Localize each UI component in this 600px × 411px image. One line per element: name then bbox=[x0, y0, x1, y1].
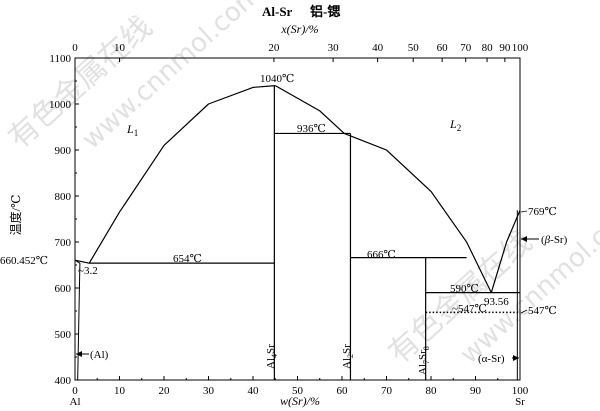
arrow-beta-sr-head bbox=[521, 236, 527, 242]
label-1040: 1040℃ bbox=[260, 73, 294, 85]
liquidus-sr-side bbox=[490, 210, 521, 293]
al2sr-tail: Sr bbox=[341, 344, 353, 354]
label-769: 769℃ bbox=[528, 206, 557, 218]
top-tick-label: 70 bbox=[460, 42, 472, 54]
label-al2sr: Al2Sr bbox=[341, 344, 355, 369]
phase-lines bbox=[74, 85, 539, 381]
x-tick-label: 10 bbox=[114, 385, 126, 397]
label-l1-sub: 1 bbox=[134, 128, 139, 138]
x-tick-label: 70 bbox=[381, 385, 393, 397]
top-tick-label: 80 bbox=[482, 42, 494, 54]
y-tick-label: 500 bbox=[55, 329, 72, 341]
al2sr-main: Al bbox=[341, 358, 353, 369]
top-tick-label: 50 bbox=[408, 42, 420, 54]
leader-547 bbox=[520, 309, 528, 314]
beta-sr-greek: β bbox=[544, 234, 551, 246]
label-666: 666℃ bbox=[367, 249, 396, 261]
x-axis-label: w(Sr)/% bbox=[280, 394, 320, 408]
leader-769 bbox=[520, 210, 528, 213]
al7sr8-main: Al bbox=[417, 364, 429, 375]
y-tick-label: 800 bbox=[55, 191, 72, 203]
top-tick-label: 0 bbox=[72, 42, 78, 54]
label-l1-main: L bbox=[126, 122, 134, 136]
label-660: 660.452℃ bbox=[0, 255, 48, 267]
label-alpha-sr: (α-Sr) bbox=[478, 353, 505, 365]
al7sr8-sub: 7 bbox=[422, 360, 431, 364]
y-tick-label: 900 bbox=[55, 145, 72, 157]
x-tick-label: 40 bbox=[248, 385, 260, 397]
label-al-phase: (Al) bbox=[90, 349, 109, 361]
top-tick-label: 10 bbox=[114, 42, 126, 54]
label-3-2: ~3.2 bbox=[78, 265, 98, 277]
al4sr-tail: Sr bbox=[265, 344, 277, 354]
liquidus-right bbox=[343, 132, 492, 293]
x-tick-label: 50 bbox=[292, 385, 304, 397]
beta-sr-tail: -Sr) bbox=[550, 234, 567, 246]
label-547-right: 547℃ bbox=[528, 305, 557, 317]
x-tick-label: 0 bbox=[72, 385, 78, 397]
y-tick-label: 600 bbox=[55, 283, 72, 295]
y-axis-label: 温度/℃ bbox=[8, 195, 23, 236]
arrow-al-phase-head bbox=[76, 351, 82, 357]
label-l2-main: L bbox=[449, 117, 457, 131]
top-tick-label: 40 bbox=[372, 42, 384, 54]
label-l2: L2 bbox=[449, 117, 461, 133]
label-al4sr: Al4Sr bbox=[265, 344, 279, 369]
liquidus-left bbox=[74, 85, 276, 264]
al7sr8-mid: Sr bbox=[417, 350, 429, 360]
diagram-title: Al-Sr bbox=[262, 4, 293, 19]
top-tick-label: 60 bbox=[437, 42, 449, 54]
label-936: 936℃ bbox=[297, 123, 326, 135]
label-590: 590℃ bbox=[450, 283, 479, 295]
top-tick-label: 20 bbox=[268, 42, 280, 54]
x-tick-label: 90 bbox=[470, 385, 482, 397]
tick-layer: 0 10 20 30 40 50 60 70 80 90 100400500600700800900… bbox=[49, 42, 529, 397]
x-axis-end-right: Sr bbox=[515, 396, 525, 408]
label-l2-sub: 2 bbox=[457, 123, 462, 133]
top-tick-label: 100 bbox=[512, 42, 529, 54]
label-l1: L1 bbox=[126, 122, 138, 138]
diagram-subtitle: 铝-锶 bbox=[310, 4, 340, 19]
x-tick-label: 20 bbox=[159, 385, 171, 397]
top-axis-label: x(Sr)/% bbox=[280, 22, 318, 36]
al4sr-main: Al bbox=[265, 358, 277, 369]
label-beta-sr: (β-Sr) bbox=[541, 234, 568, 246]
al4sr-sub: 4 bbox=[270, 354, 279, 358]
x-tick-label: 100 bbox=[512, 385, 529, 397]
label-547-inner: ~547℃ bbox=[452, 303, 487, 315]
al-solvus bbox=[74, 259, 81, 381]
label-654: 654℃ bbox=[173, 253, 202, 265]
arrow-alpha-sr-head bbox=[513, 355, 519, 361]
x-tick-label: 30 bbox=[203, 385, 215, 397]
top-tick-label: 30 bbox=[328, 42, 340, 54]
y-tick-label: 1100 bbox=[49, 53, 71, 65]
y-tick-label: 1000 bbox=[49, 99, 72, 111]
x-tick-label: 60 bbox=[337, 385, 349, 397]
label-93-56: 93.56 bbox=[484, 296, 509, 308]
beta-sr-open: ( bbox=[541, 234, 545, 246]
label-al7sr8: Al7Sr8 bbox=[417, 346, 431, 375]
top-tick-label: 90 bbox=[499, 42, 511, 54]
liquidus-middle bbox=[275, 85, 345, 134]
x-tick-label: 80 bbox=[426, 385, 438, 397]
al7sr8-sub2: 8 bbox=[422, 346, 431, 350]
y-tick-label: 700 bbox=[55, 237, 72, 249]
x-axis-end-left: Al bbox=[70, 396, 81, 408]
y-tick-label: 400 bbox=[55, 375, 72, 387]
al2sr-sub: 2 bbox=[346, 354, 355, 358]
